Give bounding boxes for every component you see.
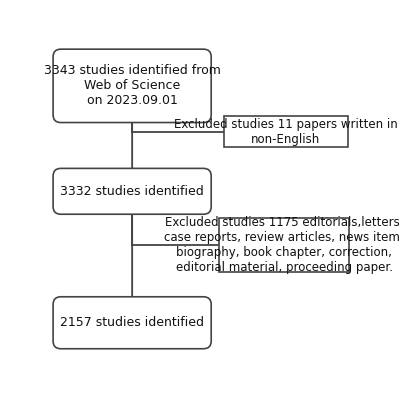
FancyBboxPatch shape [224, 116, 348, 147]
Text: 3332 studies identified: 3332 studies identified [60, 185, 204, 198]
FancyBboxPatch shape [53, 297, 211, 349]
Text: 3343 studies identified from
Web of Science
on 2023.09.01: 3343 studies identified from Web of Scie… [44, 64, 220, 107]
FancyBboxPatch shape [53, 49, 211, 123]
Text: Excluded studies 11 papers written in
non-English: Excluded studies 11 papers written in no… [174, 118, 398, 146]
Text: Excluded studies 1175 editorials,letters,
case reports, review articles, news it: Excluded studies 1175 editorials,letters… [164, 216, 400, 274]
Text: 2157 studies identified: 2157 studies identified [60, 316, 204, 329]
FancyBboxPatch shape [53, 168, 211, 214]
FancyBboxPatch shape [219, 218, 349, 272]
